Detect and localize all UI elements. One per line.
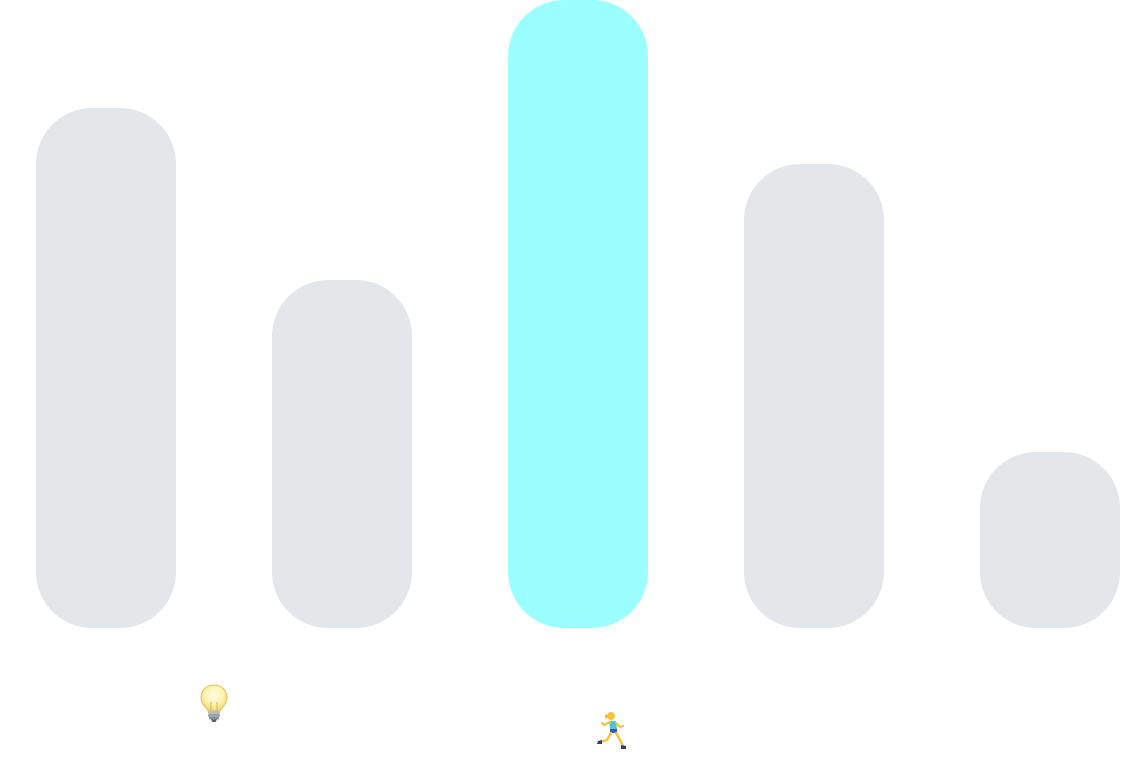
running-woman-icon xyxy=(597,712,626,749)
light-bulb-icon xyxy=(200,684,228,722)
bar-4 xyxy=(744,164,884,628)
bar-2 xyxy=(272,280,412,628)
bar-1 xyxy=(36,108,176,628)
bar-3 xyxy=(508,0,648,628)
bar-5 xyxy=(980,452,1120,628)
